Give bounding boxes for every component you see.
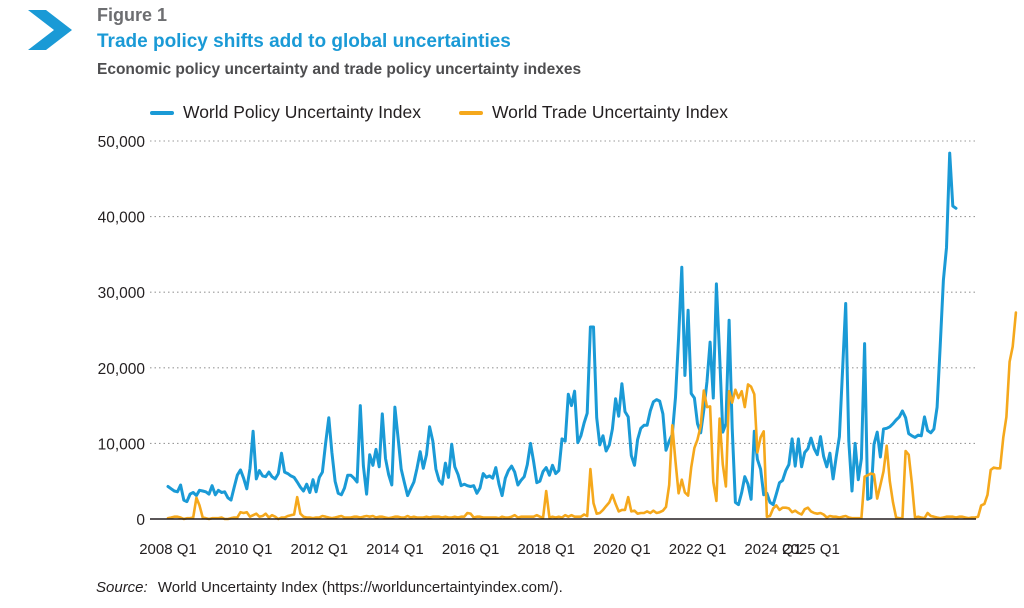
x-tick-label: 2020 Q1 (593, 541, 651, 558)
legend-swatch-wtui (458, 110, 483, 115)
brand-chevron-icon (28, 10, 72, 50)
legend-item-wtui: World Trade Uncertainty Index (458, 102, 729, 123)
x-tick-label: 2008 Q1 (139, 541, 197, 558)
y-tick-label: 30,000 (98, 285, 146, 302)
x-tick-label: 2022 Q1 (669, 541, 727, 558)
chart-subtitle: Economic policy uncertainty and trade po… (97, 61, 582, 78)
y-tick-label: 40,000 (98, 210, 146, 227)
legend-item-wpui: World Policy Uncertainty Index (150, 102, 421, 123)
x-tick-label: 2024 Q1 (744, 541, 802, 558)
chart-title: Trade policy shifts add to global uncert… (97, 31, 511, 52)
series-line-wtui (166, 311, 1018, 521)
legend-label-wtui: World Trade Uncertainty Index (491, 102, 729, 122)
figure-label: Figure 1 (97, 5, 168, 25)
x-tick-label: 2016 Q1 (442, 541, 500, 558)
x-tick-label: 2014 Q1 (366, 541, 424, 558)
x-tick-label: 2010 Q1 (215, 541, 273, 558)
source-text: World Uncertainty Index (https://worldun… (157, 579, 563, 596)
source-note: Source: World Uncertainty Index (https:/… (96, 579, 563, 596)
y-tick-label: 10,000 (98, 436, 146, 453)
series-line-wpui (166, 151, 958, 507)
x-tick-label: 2025 Q1 (782, 541, 840, 558)
x-tick-label: 2012 Q1 (291, 541, 349, 558)
y-tick-label: 0 (136, 512, 145, 529)
x-tick-label: 2018 Q1 (517, 541, 575, 558)
chart-legend: World Policy Uncertainty Index World Tra… (150, 102, 766, 123)
source-label: Source: (96, 579, 148, 596)
y-tick-label: 50,000 (98, 134, 146, 151)
y-tick-label: 20,000 (98, 361, 146, 378)
gridlines (150, 140, 976, 444)
x-axis-ticks: 2008 Q1 2010 Q1 2012 Q1 2014 Q1 2016 Q1 2018 … (139, 541, 840, 558)
y-axis-ticks: 0 10,000 20,000 30,000 40,000 50,000 (98, 134, 146, 529)
series-lines (166, 151, 1018, 521)
legend-swatch-wpui (150, 110, 174, 115)
legend-label-wpui: World Policy Uncertainty Index (183, 102, 421, 122)
